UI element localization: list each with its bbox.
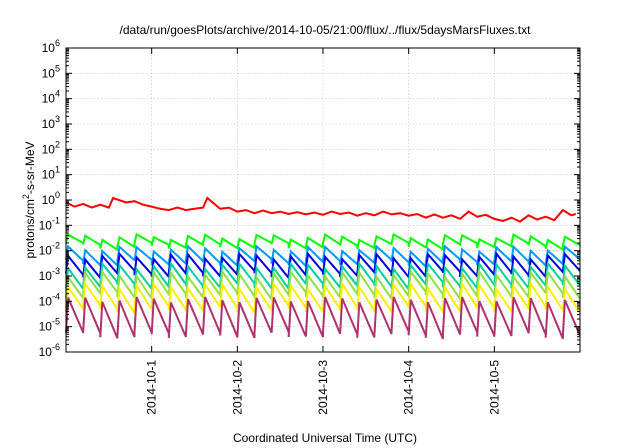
x-tick-label: 2014-10-2 [230, 360, 244, 415]
plot-frame [65, 47, 581, 353]
y-tick-label: 100 [42, 190, 60, 207]
y-tick-label: 10-1 [39, 215, 60, 232]
y-tick-label: 10-4 [39, 291, 60, 308]
series-group [65, 196, 581, 340]
y-tick-label: 102 [42, 139, 60, 156]
y-axis-label: protons/cm2-s-sr-MeV [21, 141, 37, 258]
y-tick-label: 10-5 [39, 317, 60, 334]
x-tick-label: 2014-10-4 [402, 360, 416, 415]
y-tick-label: 10-3 [39, 266, 60, 283]
series-line [65, 296, 581, 340]
series-line [65, 232, 581, 252]
x-tick-label: 2014-10-3 [316, 360, 330, 415]
y-tick-label: 105 [42, 63, 60, 80]
y-tick-label: 103 [42, 114, 60, 131]
chart-title: /data/run/goesPlots/archive/2014-10-05/2… [120, 23, 532, 37]
series-line [65, 280, 581, 317]
y-tick-label: 10-2 [39, 241, 60, 258]
series-line [65, 196, 576, 223]
axes: 10-6 10-5 10-4 10-3 10-2 10-1 100 101 102 103 104 1… [39, 38, 580, 415]
x-tick-label: 2014-10-5 [487, 360, 501, 415]
y-tick-label: 101 [42, 165, 60, 182]
y-tick-label: 104 [42, 89, 60, 106]
y-tick-label: 106 [42, 38, 60, 55]
x-tick-label: 2014-10-1 [145, 360, 159, 415]
x-axis-label: Coordinated Universal Time (UTC) [233, 431, 417, 445]
y-tick-label: 10-6 [39, 342, 60, 359]
